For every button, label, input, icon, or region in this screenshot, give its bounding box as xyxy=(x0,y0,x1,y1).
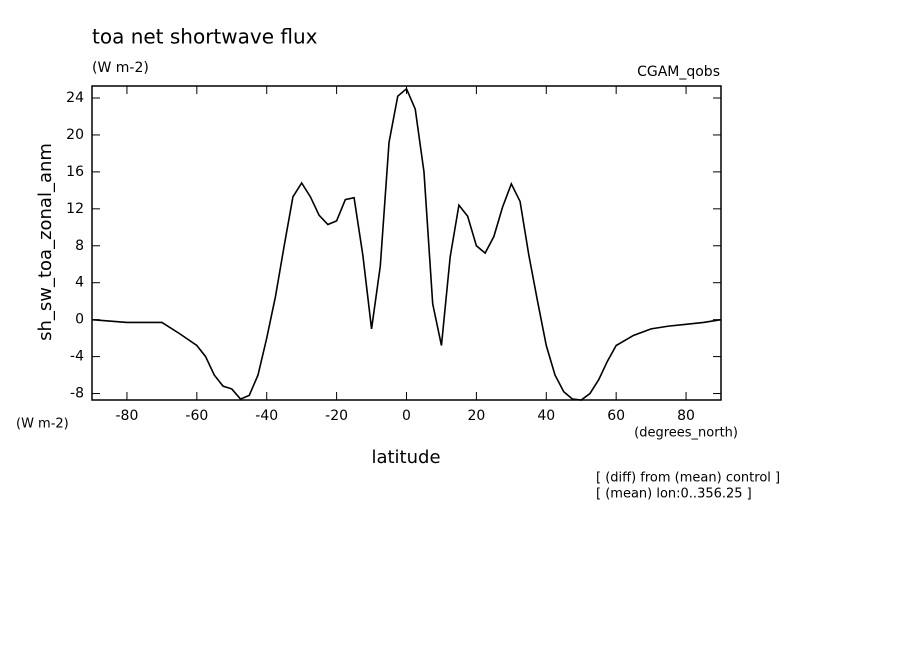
chart-title: toa net shortwave flux xyxy=(92,25,318,49)
x-tick-label: 40 xyxy=(537,408,555,424)
y-tick-label: 8 xyxy=(75,238,84,254)
y-tick-label: -4 xyxy=(70,349,84,365)
x-tick-label: -80 xyxy=(116,408,139,424)
x-axis-label: latitude xyxy=(371,447,440,468)
y-units: (W m-2) xyxy=(16,417,69,432)
dataset-label: CGAM_qobs xyxy=(637,64,720,80)
x-tick-label: -60 xyxy=(185,408,208,424)
note: [ (mean) lon:0..356.25 ] xyxy=(596,487,752,502)
y-tick-label: 24 xyxy=(66,90,84,106)
y-tick-label: 0 xyxy=(75,312,84,328)
y-tick-label: 4 xyxy=(75,275,84,291)
chart-subtitle: (W m-2) xyxy=(92,60,149,76)
x-tick-label: -40 xyxy=(255,408,278,424)
y-tick-label: 20 xyxy=(66,127,84,143)
y-tick-label: -8 xyxy=(70,386,84,402)
plot-frame xyxy=(91,85,722,401)
x-units: (degrees_north) xyxy=(634,426,738,441)
y-tick-label: 12 xyxy=(66,201,84,217)
x-tick-label: 20 xyxy=(467,408,485,424)
y-axis-label: sh_sw_toa_zonal_anm xyxy=(35,143,56,341)
x-tick-label: 60 xyxy=(607,408,625,424)
x-tick-label: 80 xyxy=(677,408,695,424)
y-tick-label: 16 xyxy=(66,164,84,180)
note: [ (diff) from (mean) control ] xyxy=(596,471,780,486)
x-tick-label: 0 xyxy=(402,408,411,424)
x-tick-label: -20 xyxy=(325,408,348,424)
data-line xyxy=(91,87,722,401)
